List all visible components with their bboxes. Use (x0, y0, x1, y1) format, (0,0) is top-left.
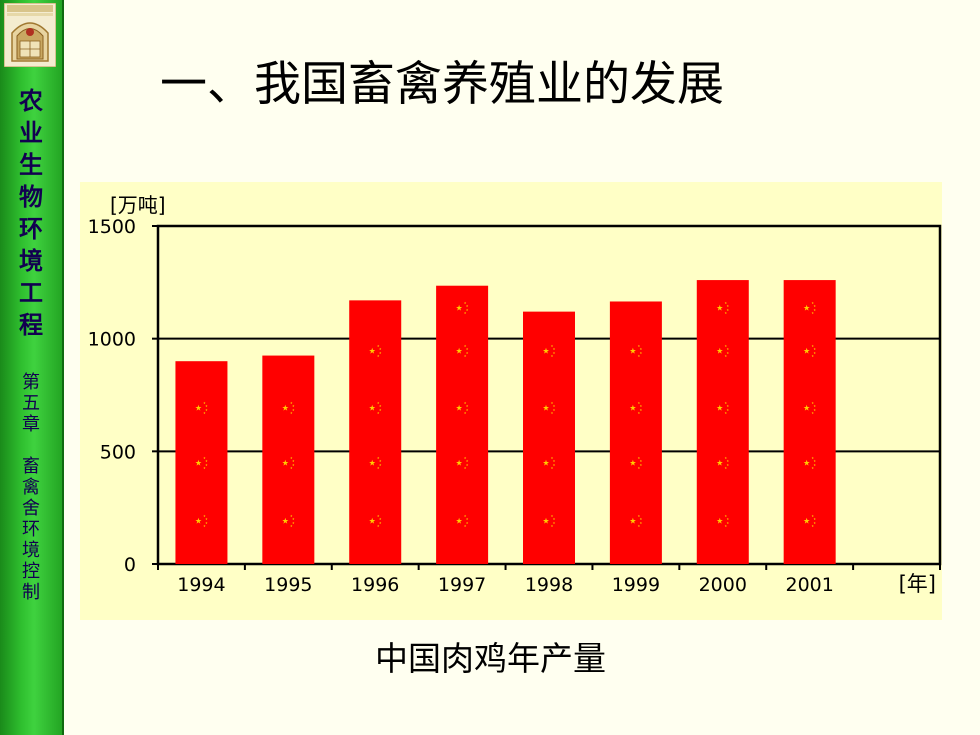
bar-star-pattern (716, 514, 729, 527)
chapter-title-char: 畜 (22, 456, 40, 477)
bar-star-pattern (542, 456, 556, 469)
sidebar: 农业生物环境工程 第五章 畜禽舍环境控制 (0, 0, 64, 735)
chapter-title-char: 五 (22, 393, 40, 414)
bar-star-pattern (282, 456, 295, 469)
course-title-char: 业 (19, 118, 43, 147)
bar (436, 285, 489, 564)
bar-star-pattern (716, 401, 729, 414)
bar (696, 280, 749, 564)
chapter-title-char: 章 (22, 414, 40, 435)
chapter-title: 第五章 畜禽舍环境控制 (13, 372, 49, 603)
bar (349, 300, 402, 564)
bar (609, 301, 662, 564)
bar-star-pattern (803, 456, 816, 469)
bar-star-pattern (369, 456, 382, 469)
chart-caption: 中国肉鸡年产量 (375, 639, 606, 678)
bar-star-pattern (456, 514, 469, 527)
chapter-title-char: 控 (22, 561, 40, 582)
bar-star-pattern (803, 344, 816, 357)
chart-panel: 0 500 1000 1500 [万吨] 1994 1995 1996 1997 1998 1999… (80, 182, 942, 620)
course-title-char: 工 (19, 278, 43, 307)
bar-star-pattern (456, 301, 469, 314)
bar-star-pattern (369, 344, 382, 357)
chapter-title-char: 制 (22, 582, 40, 603)
course-title-char: 农 (19, 86, 43, 115)
bar-star-pattern (716, 456, 729, 469)
bar-star-pattern (542, 344, 556, 357)
bar-star-pattern (195, 401, 208, 414)
y-tick-label: 1500 (88, 216, 136, 238)
y-tick-label: 500 (100, 441, 136, 463)
bar-star-pattern (282, 401, 295, 414)
x-tick-label: 1997 (438, 574, 486, 596)
bar-star-pattern (629, 456, 643, 469)
bar-star-pattern (456, 401, 469, 414)
course-title-char: 物 (19, 182, 43, 211)
bar-star-pattern (629, 344, 643, 357)
bar-star-pattern (716, 301, 729, 314)
chapter-title-char (28, 435, 34, 456)
bar (175, 361, 228, 564)
bar-star-pattern (456, 456, 469, 469)
bar-star-pattern (369, 514, 382, 527)
chapter-title-char: 环 (22, 519, 40, 540)
bar-star-pattern (195, 456, 208, 469)
chapter-title-char: 禽 (22, 477, 40, 498)
bar-chart: 0 500 1000 1500[万吨] 1994 1995 1996 1997 1998 1999… (88, 193, 942, 596)
bar (262, 355, 315, 564)
chapter-title-char: 第 (22, 372, 40, 393)
y-axis-label: [万吨] (110, 193, 166, 217)
x-tick-label: 1999 (612, 574, 660, 596)
x-tick-label: 1994 (177, 574, 225, 596)
bar-star-pattern (803, 401, 816, 414)
chapter-title-char: 境 (22, 540, 40, 561)
bar-star-pattern (282, 514, 295, 527)
course-title-char: 生 (19, 150, 43, 179)
bar-star-pattern (629, 514, 643, 527)
course-title-char: 环 (19, 214, 43, 243)
bar-star-pattern (195, 514, 208, 527)
bar (783, 280, 836, 564)
course-title-char: 程 (19, 310, 43, 339)
bar (523, 311, 575, 564)
y-tick-label: 0 (124, 554, 136, 576)
bar-star-pattern (629, 401, 643, 414)
x-tick-label: 2000 (699, 574, 747, 596)
bar-star-pattern (456, 344, 469, 357)
university-emblem-icon (3, 2, 57, 68)
bar-star-pattern (803, 514, 816, 527)
chapter-title-char: 舍 (22, 498, 40, 519)
course-title: 农业生物环境工程 (8, 85, 54, 341)
bar-star-pattern (716, 344, 729, 357)
bar-star-pattern (542, 401, 556, 414)
x-axis-label: [年] (899, 572, 936, 596)
x-tick-label: 1995 (264, 574, 312, 596)
bar-star-pattern (369, 401, 382, 414)
x-tick-label: 2001 (785, 574, 833, 596)
course-title-char: 境 (19, 246, 43, 275)
slide-title: 一、我国畜禽养殖业的发展 (160, 57, 724, 112)
bar-star-pattern (803, 301, 816, 314)
x-tick-label: 1996 (351, 574, 399, 596)
y-tick-label: 1000 (88, 329, 136, 351)
x-tick-label: 1998 (525, 574, 573, 596)
bar-star-pattern (542, 514, 556, 527)
